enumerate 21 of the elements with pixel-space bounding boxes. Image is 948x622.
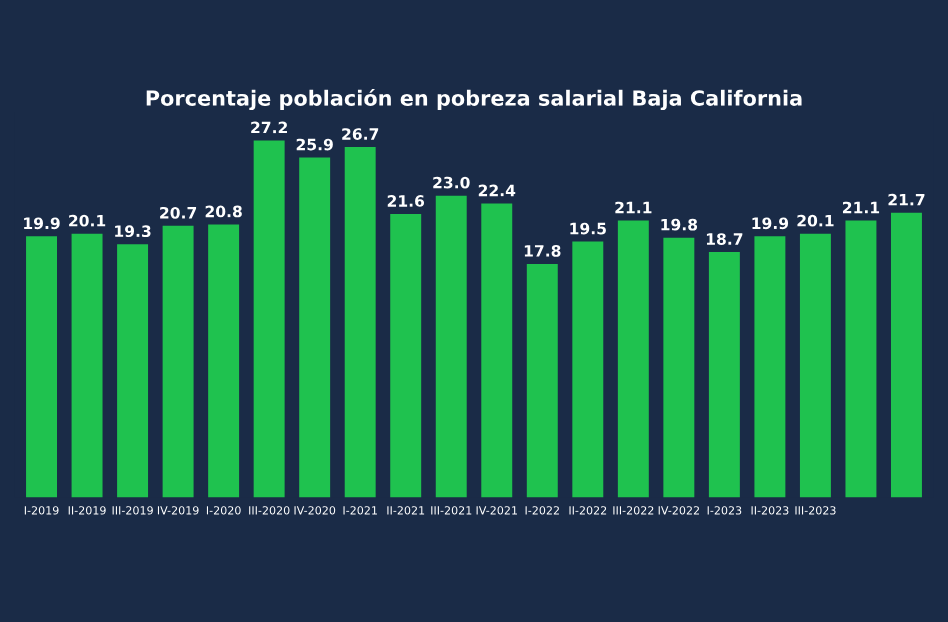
bar xyxy=(162,225,194,498)
bar xyxy=(708,252,740,498)
bar xyxy=(208,224,240,498)
bar xyxy=(526,263,558,498)
chart-title: Porcentaje población en pobreza salarial Baja California xyxy=(146,88,802,111)
bar xyxy=(799,233,831,498)
bar xyxy=(117,244,149,498)
bar xyxy=(71,233,103,498)
bar xyxy=(890,212,922,498)
bar xyxy=(435,195,467,498)
bar xyxy=(253,140,285,498)
bar xyxy=(754,236,786,498)
bar xyxy=(26,236,58,498)
bar xyxy=(617,220,649,498)
bar xyxy=(845,220,877,498)
bar xyxy=(299,157,331,498)
bar xyxy=(663,237,695,498)
bar xyxy=(572,241,604,498)
bar xyxy=(344,147,376,498)
bar xyxy=(390,214,422,498)
bar xyxy=(481,203,513,498)
